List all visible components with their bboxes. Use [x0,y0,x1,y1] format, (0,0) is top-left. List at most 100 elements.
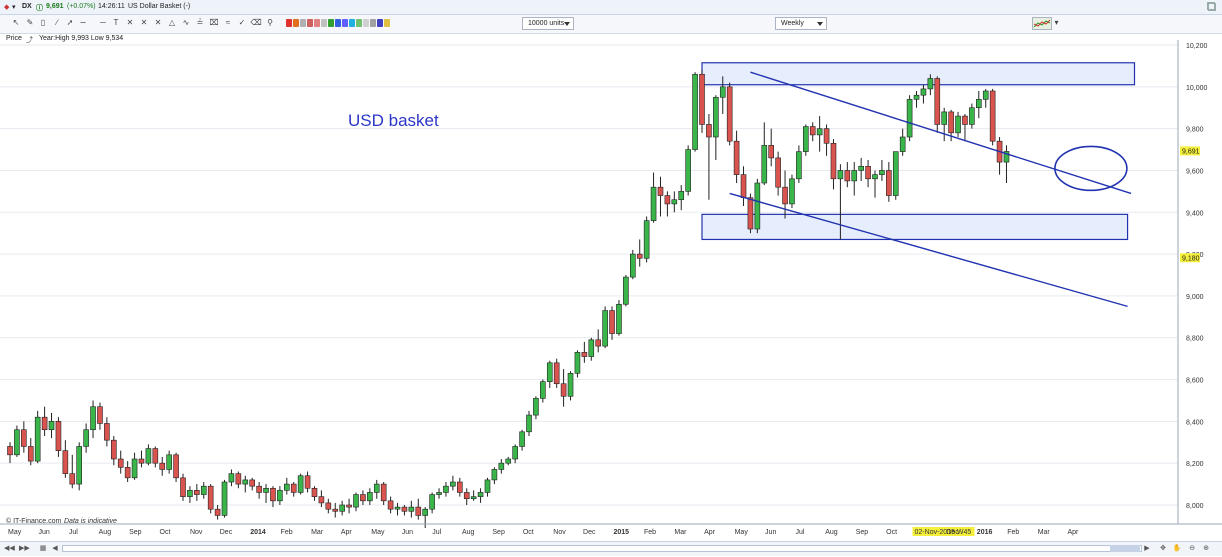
candle-body [41,416,48,431]
resistance-zone [701,62,1136,86]
color-swatch[interactable] [300,19,306,27]
color-swatch[interactable] [370,19,376,27]
candle-body [422,508,429,516]
fib-icon[interactable]: ✕ [126,18,134,27]
pointer-icon[interactable]: ↖ [12,18,20,27]
zoom-out-icon[interactable]: ⊖ [1189,545,1195,552]
pitchfork-icon[interactable]: △ [168,18,176,27]
candle-body [809,126,816,136]
x-tick-label: Aug [99,529,112,536]
color-swatch[interactable] [335,19,341,27]
x-tick-label: 02-Nov-2015 W45 [915,529,972,536]
restore-window-icon[interactable] [1207,2,1216,11]
chart-type-button[interactable] [1032,17,1052,30]
cycles-icon[interactable]: ∿ [182,18,190,27]
trendline-icon[interactable]: ∕ [56,18,58,27]
units-select[interactable]: 10000 units [522,17,574,30]
candle-body [138,458,145,464]
gann-icon[interactable]: ⌧ [209,18,219,27]
candle-body [740,174,747,198]
x-tick-label: Apr [1067,529,1079,536]
color-swatch[interactable] [293,19,299,27]
fit-icon[interactable]: ▦ [39,545,47,552]
hand-icon[interactable]: ✋ [1172,545,1182,552]
color-swatch[interactable] [307,19,313,27]
marker-label: 9,180 [1182,255,1200,262]
candle-body [173,454,179,479]
x-tick-label: Nov [553,529,566,536]
candle-body [574,352,581,374]
candle-body [401,506,408,512]
chevron-down-icon [817,22,823,26]
color-swatch[interactable] [321,19,327,27]
candle-body [955,115,961,134]
zoom-icon[interactable]: ⚲ [267,18,273,27]
color-swatch[interactable] [349,19,355,27]
candle-body [505,458,512,464]
x-tick-label: Dec [946,529,959,536]
zoom-in-icon[interactable]: ⊕ [1203,545,1209,552]
x-tick-label: 2014 [250,529,266,536]
x-tick-label: Apr [704,529,716,536]
candle-body [713,96,719,138]
candle-body [97,406,103,424]
candle-body [934,78,941,125]
color-swatch[interactable] [286,19,292,27]
candle-body [27,446,34,462]
line-extend-icon[interactable]: ∼ [79,18,87,27]
channel-icon[interactable]: ≟ [196,18,204,27]
candle-body [948,111,954,134]
color-swatch[interactable] [314,19,320,27]
hline-icon[interactable]: ─ [100,18,106,27]
color-swatch[interactable] [356,19,362,27]
marker-badge [1180,253,1200,263]
candle-body [616,303,622,334]
x-tick-label: Sep [856,529,869,536]
line-icon[interactable]: ➚ [66,18,74,27]
scroll-left-icon[interactable]: ◀ [52,545,58,552]
pan-icon[interactable]: ✥ [1160,545,1166,552]
color-swatch[interactable] [384,19,390,27]
scroll-right-icon[interactable]: ▶ [1144,545,1150,552]
symbol-label: DX [22,3,32,10]
candle-body [62,450,69,474]
candle-body [270,487,276,502]
scroll-track[interactable] [62,545,1142,552]
time-scrollbar[interactable]: ◀◀ ▶▶ ▦ ◀ ▶ ✥ ✋ ⊖ ⊕ [0,541,1222,556]
y-tick-label: 9,000 [1186,294,1204,301]
period-select[interactable]: Weekly [775,17,827,30]
candle-body [117,458,124,468]
candle-body [152,448,159,464]
x-tick-label: Sep [492,529,505,536]
check-icon[interactable]: ✓ [238,18,246,27]
color-swatch[interactable] [377,19,383,27]
next-icon[interactable]: ▶▶ [19,545,30,552]
x-tick-label: Jun [765,529,776,536]
price-chart[interactable]: 10,20010,0009,8009,6009,4009,2009,0008,8… [0,0,1222,541]
eraser-icon[interactable]: ▯ [40,18,46,27]
color-swatch[interactable] [342,19,348,27]
first-icon[interactable]: ◀◀ [4,545,15,552]
price-info-line: Price ⤴ Year:High 9,993 Low 9,534 [0,34,1222,45]
dropdown-icon[interactable]: ▾ [12,4,16,11]
pencil-icon[interactable]: ✎ [26,18,34,27]
fib-fan-icon[interactable]: ✕ [140,18,148,27]
scroll-thumb[interactable] [1110,545,1140,552]
wave-icon[interactable]: ≈ [225,18,231,27]
color-swatch[interactable] [363,19,369,27]
y-tick-label: 9,800 [1186,127,1204,134]
candle-body [76,446,82,485]
candle-body [886,170,892,196]
color-swatch[interactable] [328,19,334,27]
settings-icon[interactable]: ⤴ [26,37,33,44]
info-icon[interactable]: ⓘ [36,5,43,12]
trash-icon[interactable]: ⌫ [250,18,262,27]
chevron-down-icon[interactable]: ▾ [1054,18,1059,27]
candle-body [796,151,802,180]
text-icon[interactable]: T [113,18,119,27]
time-label: 14:26:11 [98,3,125,10]
fib-arc-icon[interactable]: ✕ [154,18,162,27]
candle-body [221,481,228,516]
candle-body [643,220,650,259]
x-tick-label: 2016 [977,529,993,536]
